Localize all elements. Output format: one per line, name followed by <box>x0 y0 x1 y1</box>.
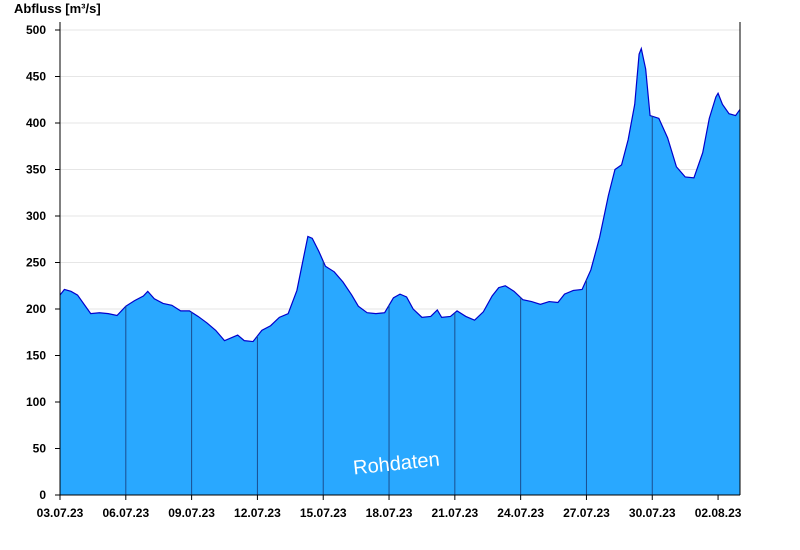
x-tick-label: 09.07.23 <box>168 506 215 520</box>
x-tick-label: 18.07.23 <box>366 506 413 520</box>
x-tick-label: 24.07.23 <box>497 506 544 520</box>
y-tick-label: 100 <box>26 395 46 409</box>
discharge-line <box>60 46 740 343</box>
y-tick-label: 450 <box>26 70 46 84</box>
y-tick-label: 500 <box>26 23 46 37</box>
y-tick-label: 150 <box>26 349 46 363</box>
y-tick-label: 400 <box>26 116 46 130</box>
axis-layer: 0 50 100 150 200 250 300 350 400 450 500 03.07.23 06… <box>26 22 742 520</box>
y-axis-label: Abfluss [m³/s] <box>14 1 101 16</box>
x-tick-label: 06.07.23 <box>102 506 149 520</box>
y-tick-label: 350 <box>26 163 46 177</box>
x-tick-label: 02.08.23 <box>695 506 742 520</box>
y-tick-label: 250 <box>26 256 46 270</box>
x-tick-label: 03.07.23 <box>37 506 84 520</box>
y-tick-label: 200 <box>26 302 46 316</box>
x-tick-label: 15.07.23 <box>300 506 347 520</box>
x-tick-label: 21.07.23 <box>431 506 478 520</box>
area-layer <box>60 46 740 495</box>
discharge-area <box>60 48 740 495</box>
y-tick-label: 300 <box>26 209 46 223</box>
x-tick-label: 12.07.23 <box>234 506 281 520</box>
x-tick-label: 30.07.23 <box>629 506 676 520</box>
divider-layer <box>125 116 653 495</box>
y-tick-label: 50 <box>33 442 47 456</box>
x-tick-label: 27.07.23 <box>563 506 610 520</box>
y-tick-label: 0 <box>39 488 46 502</box>
